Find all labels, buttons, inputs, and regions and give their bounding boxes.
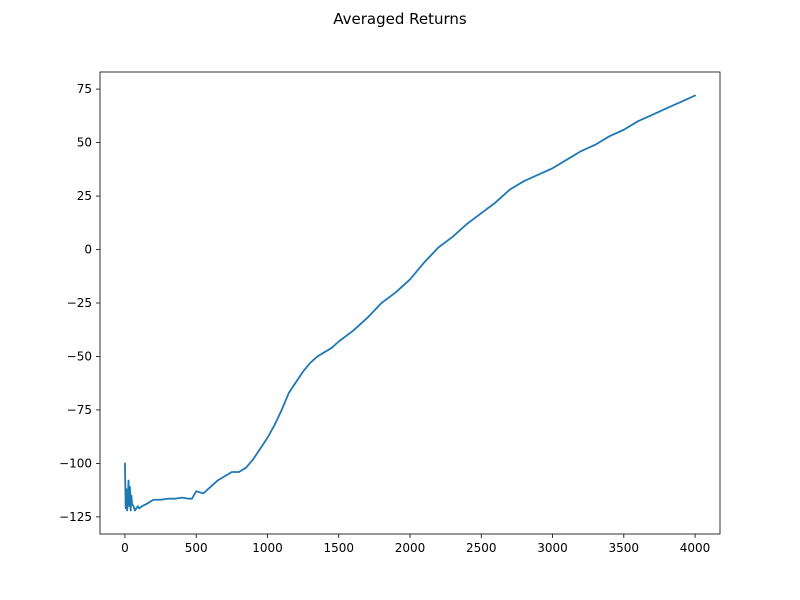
chart-title: Averaged Returns — [333, 10, 467, 28]
x-tick-label: 1000 — [252, 541, 283, 555]
x-tick-label: 2500 — [466, 541, 497, 555]
y-tick-label: 75 — [77, 82, 92, 96]
y-tick-label: −25 — [67, 296, 92, 310]
x-tick-label: 3000 — [537, 541, 568, 555]
x-tick-label: 2000 — [395, 541, 426, 555]
x-tick-label: 500 — [185, 541, 208, 555]
y-tick-label: −100 — [59, 456, 92, 470]
x-tick-label: 4000 — [680, 541, 711, 555]
y-tick-label: 50 — [77, 136, 92, 150]
y-tick-label: −50 — [67, 349, 92, 363]
y-tick-label: −125 — [59, 510, 92, 524]
x-tick-label: 3500 — [609, 541, 640, 555]
plot-frame — [99, 71, 721, 535]
series-line — [124, 94, 696, 512]
x-tick-label: 1500 — [323, 541, 354, 555]
x-tick-label: 0 — [121, 541, 129, 555]
y-tick-label: −75 — [67, 403, 92, 417]
y-tick-label: 25 — [77, 189, 92, 203]
y-tick-label: 0 — [84, 243, 92, 257]
